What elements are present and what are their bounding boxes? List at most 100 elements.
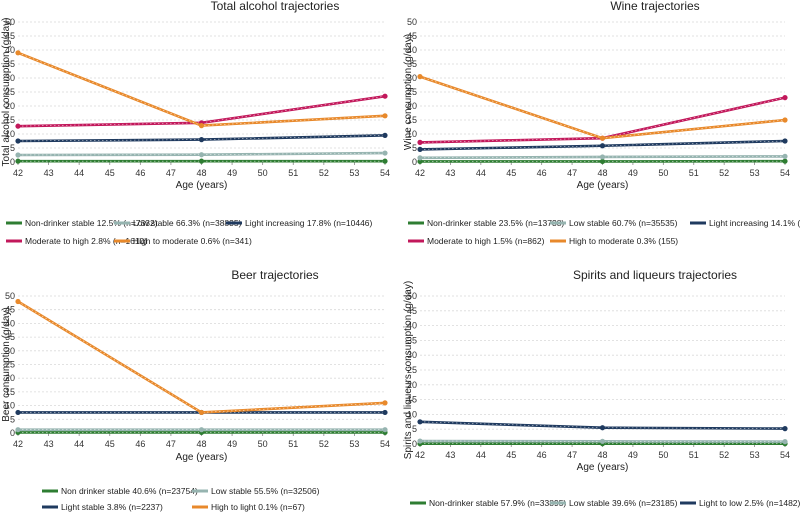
series-3 xyxy=(15,132,388,144)
legend-label: High to light 0.1% (n=67) xyxy=(211,502,305,512)
chart-title: Beer trajectories xyxy=(231,268,318,282)
y-tick-label: 50 xyxy=(407,291,417,301)
y-tick-label: 20 xyxy=(407,380,417,390)
data-point xyxy=(417,158,423,165)
data-point xyxy=(782,138,788,144)
data-point xyxy=(417,139,423,145)
data-point xyxy=(198,427,205,433)
chart-title: Wine trajectories xyxy=(610,0,699,13)
data-point xyxy=(417,438,423,444)
x-tick-label: 42 xyxy=(415,168,425,178)
x-tick-label: 46 xyxy=(135,168,145,178)
y-axis-label: Beer consumption (g/day) xyxy=(1,307,12,422)
legend-label: Low stable 66.3% (n=38835) xyxy=(133,218,242,228)
y-tick-label: 10 xyxy=(407,129,417,139)
y-tick-label: 45 xyxy=(407,306,417,316)
x-tick-label: 53 xyxy=(349,439,359,449)
series-line-confidence-band xyxy=(17,52,386,126)
y-tick-label: 50 xyxy=(5,291,15,301)
legend: Non-drinker stable 12.5% (n=7332)Low sta… xyxy=(6,218,373,246)
series-line-confidence-band xyxy=(17,152,386,156)
data-point xyxy=(15,152,21,158)
chart-panel-4: Spirits and liqueurs trajectories 0 5 10 15 2… xyxy=(403,268,800,508)
y-tick-label: 5 xyxy=(10,414,15,424)
chart-title: Spirits and liqueurs trajectories xyxy=(573,268,737,282)
y-tick-label: 20 xyxy=(5,101,15,111)
legend-label: Non drinker stable 40.6% (n=23754) xyxy=(61,486,198,496)
data-point xyxy=(15,50,21,56)
x-tick-label: 43 xyxy=(44,439,54,449)
legend-label: Low stable 55.5% (n=32506) xyxy=(211,486,320,496)
x-axis-label: Age (years) xyxy=(176,180,228,191)
series-line-confidence-band xyxy=(17,135,386,142)
chart-panel-1: Total alcohol trajectories 0 5 10 15 20 25 30 35… xyxy=(1,0,390,246)
data-point xyxy=(417,74,423,80)
x-tick-label: 48 xyxy=(196,168,206,178)
x-tick-label: 43 xyxy=(445,450,455,460)
x-tick-label: 48 xyxy=(597,168,607,178)
x-tick-label: 51 xyxy=(288,168,298,178)
y-tick-label: 15 xyxy=(5,387,15,397)
x-tick-label: 51 xyxy=(689,450,699,460)
y-tick-label: 40 xyxy=(5,45,15,55)
data-point xyxy=(15,123,21,129)
y-tick-label: 30 xyxy=(407,73,417,83)
data-point xyxy=(382,400,388,406)
series-2 xyxy=(15,150,388,158)
series-line-confidence-band xyxy=(419,421,786,429)
x-tick-label: 46 xyxy=(135,439,145,449)
chart-title: Total alcohol trajectories xyxy=(211,0,340,13)
y-tick-label: 25 xyxy=(407,365,417,375)
y-axis-label: Total alcohol consumption (g/day) xyxy=(1,18,12,167)
x-tick-label: 54 xyxy=(380,168,390,178)
x-tick-label: 49 xyxy=(227,168,237,178)
data-point xyxy=(198,152,205,158)
data-point xyxy=(382,150,388,156)
y-tick-label: 15 xyxy=(407,395,417,405)
y-tick-label: 0 xyxy=(10,157,15,167)
legend-label: Non-drinker stable 12.5% (n=7332) xyxy=(25,218,158,228)
data-point xyxy=(782,95,788,101)
chart-panel-2: Wine trajectories 0 5 10 15 20 25 30 35 40 45 50 42 4… xyxy=(403,0,800,246)
y-tick-label: 50 xyxy=(407,17,417,27)
x-tick-label: 51 xyxy=(689,168,699,178)
y-tick-label: 35 xyxy=(5,59,15,69)
x-tick-label: 54 xyxy=(380,439,390,449)
series-line xyxy=(419,75,786,140)
x-tick-label: 43 xyxy=(44,168,54,178)
x-tick-label: 47 xyxy=(567,168,577,178)
x-tick-label: 52 xyxy=(319,439,329,449)
x-tick-label: 54 xyxy=(780,168,790,178)
data-point xyxy=(15,409,21,416)
x-tick-label: 44 xyxy=(74,439,84,449)
chart-panel-3: Beer trajectories 0 5 10 15 20 25 30 35 40 45 50 42 4… xyxy=(1,268,390,512)
x-tick-label: 48 xyxy=(597,450,607,460)
y-tick-label: 5 xyxy=(412,143,417,153)
y-tick-label: 35 xyxy=(407,59,417,69)
legend-label: Light increasing 14.1% (n=8271) xyxy=(709,218,800,228)
series-5 xyxy=(417,74,788,141)
y-tick-label: 45 xyxy=(5,305,15,315)
y-tick-label: 15 xyxy=(407,115,417,125)
data-point xyxy=(382,93,388,99)
y-tick-label: 25 xyxy=(5,87,15,97)
legend-label: Light increasing 17.8% (n=10446) xyxy=(245,218,373,228)
y-tick-label: 30 xyxy=(5,73,15,83)
data-point xyxy=(599,158,606,165)
y-tick-label: 40 xyxy=(407,321,417,331)
x-axis-label: Age (years) xyxy=(577,462,629,473)
legend-label: Low stable 39.6% (n=23185) xyxy=(569,498,678,508)
y-tick-label: 40 xyxy=(5,318,15,328)
legend-label: Non-drinker stable 57.9% (n=33895) xyxy=(429,498,566,508)
series-line-confidence-band xyxy=(419,76,786,139)
legend-label: Low stable 60.7% (n=35535) xyxy=(569,218,678,228)
y-tick-label: 10 xyxy=(407,409,417,419)
x-tick-label: 52 xyxy=(719,450,729,460)
y-axis-label: Spirits and liqueurs consumption (g/day) xyxy=(403,281,414,459)
x-tick-label: 44 xyxy=(74,168,84,178)
x-tick-label: 44 xyxy=(476,168,486,178)
x-tick-label: 53 xyxy=(750,450,760,460)
y-tick-label: 40 xyxy=(407,45,417,55)
y-tick-label: 20 xyxy=(5,373,15,383)
series-1 xyxy=(15,158,388,164)
